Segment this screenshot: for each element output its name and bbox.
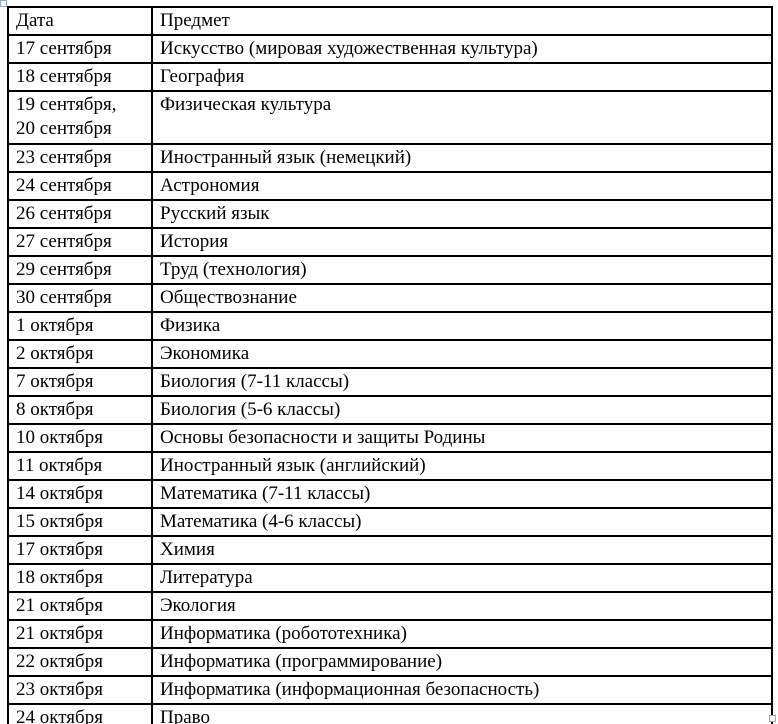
date-cell: 17 сентября bbox=[7, 34, 153, 64]
table-row: 2 октября Экономика bbox=[7, 339, 773, 369]
table-row: 23 сентября Иностранный язык (немецкий) bbox=[7, 143, 773, 173]
subject-cell: Биология (5-6 классы) bbox=[151, 395, 773, 425]
table-row: 23 октября Информатика (информационная бе… bbox=[7, 675, 773, 705]
date-cell: 29 сентября bbox=[7, 255, 153, 285]
date-cell: 18 сентября bbox=[7, 62, 153, 92]
subject-cell: Экономика bbox=[151, 339, 773, 369]
subject-cell: Искусство (мировая художественная культу… bbox=[151, 34, 773, 64]
table-row: 1 октября Физика bbox=[7, 311, 773, 341]
table-row: 10 октября Основы безопасности и защиты Р… bbox=[7, 423, 773, 453]
subject-cell: География bbox=[151, 62, 773, 92]
subject-cell: Труд (технология) bbox=[151, 255, 773, 285]
subject-cell: Биология (7-11 классы) bbox=[151, 367, 773, 397]
table-row: 8 октября Биология (5-6 классы) bbox=[7, 395, 773, 425]
subject-cell: Иностранный язык (английский) bbox=[151, 451, 773, 481]
subject-cell: Информатика (информационная безопасность… bbox=[151, 675, 773, 705]
table-body: 17 сентября Искусство (мировая художестве… bbox=[7, 34, 773, 724]
date-cell: 26 сентября bbox=[7, 199, 153, 229]
subject-cell: Основы безопасности и защиты Родины bbox=[151, 423, 773, 453]
exam-schedule-table: Дата Предмет 17 сентября Искусство (миров… bbox=[7, 6, 773, 724]
column-header-subject: Предмет bbox=[151, 6, 773, 36]
date-cell: 8 октября bbox=[7, 395, 153, 425]
table-row: 18 сентября География bbox=[7, 62, 773, 92]
date-cell: 18 октября bbox=[7, 563, 153, 593]
date-cell: 22 октября bbox=[7, 647, 153, 677]
date-cell: 23 сентября bbox=[7, 143, 153, 173]
date-cell: 2 октября bbox=[7, 339, 153, 369]
date-cell: 14 октября bbox=[7, 479, 153, 509]
date-cell: 30 сентября bbox=[7, 283, 153, 313]
subject-cell: Иностранный язык (немецкий) bbox=[151, 143, 773, 173]
date-cell: 24 сентября bbox=[7, 171, 153, 201]
table-row: 26 сентября Русский язык bbox=[7, 199, 773, 229]
table-row: 27 сентября История bbox=[7, 227, 773, 257]
date-cell: 27 сентября bbox=[7, 227, 153, 257]
table-row: 21 октября Экология bbox=[7, 591, 773, 621]
table-row: 18 октября Литература bbox=[7, 563, 773, 593]
table-row: 24 октября Право bbox=[7, 703, 773, 724]
column-header-date: Дата bbox=[7, 6, 153, 36]
table-row: 30 сентября Обществознание bbox=[7, 283, 773, 313]
subject-cell: Экология bbox=[151, 591, 773, 621]
subject-cell: Право bbox=[151, 703, 773, 724]
subject-cell: Астрономия bbox=[151, 171, 773, 201]
table-row: 7 октября Биология (7-11 классы) bbox=[7, 367, 773, 397]
subject-cell: Русский язык bbox=[151, 199, 773, 229]
table-row: 17 сентября Искусство (мировая художестве… bbox=[7, 34, 773, 64]
subject-cell: Информатика (программирование) bbox=[151, 647, 773, 677]
subject-cell: Обществознание bbox=[151, 283, 773, 313]
table-row: 11 октября Иностранный язык (английский) bbox=[7, 451, 773, 481]
subject-cell: Физика bbox=[151, 311, 773, 341]
subject-cell: Химия bbox=[151, 535, 773, 565]
date-cell: 1 октября bbox=[7, 311, 153, 341]
date-cell: 23 октября bbox=[7, 675, 153, 705]
table-row: 21 октября Информатика (робототехника) bbox=[7, 619, 773, 649]
table-move-handle-icon[interactable] bbox=[0, 0, 7, 7]
date-cell: 19 сентября, 20 сентября bbox=[7, 90, 153, 145]
table-row: 29 сентября Труд (технология) bbox=[7, 255, 773, 285]
date-cell: 11 октября bbox=[7, 451, 153, 481]
date-cell: 10 октября bbox=[7, 423, 153, 453]
table-row: 22 октября Информатика (программирование) bbox=[7, 647, 773, 677]
date-cell: 21 октября bbox=[7, 591, 153, 621]
date-cell: 7 октября bbox=[7, 367, 153, 397]
table-row: 15 октября Математика (4-6 классы) bbox=[7, 507, 773, 537]
table-resize-handle-icon[interactable] bbox=[769, 715, 776, 722]
table-row: 24 сентября Астрономия bbox=[7, 171, 773, 201]
subject-cell: Физическая культура bbox=[151, 90, 773, 145]
subject-cell: Математика (4-6 классы) bbox=[151, 507, 773, 537]
subject-cell: История bbox=[151, 227, 773, 257]
date-cell: 24 октября bbox=[7, 703, 153, 724]
date-cell: 17 октября bbox=[7, 535, 153, 565]
date-cell: 15 октября bbox=[7, 507, 153, 537]
table-row: 19 сентября, 20 сентября Физическая культ… bbox=[7, 90, 773, 145]
subject-cell: Информатика (робототехника) bbox=[151, 619, 773, 649]
date-cell: 21 октября bbox=[7, 619, 153, 649]
table-row: 14 октября Математика (7-11 классы) bbox=[7, 479, 773, 509]
subject-cell: Литература bbox=[151, 563, 773, 593]
subject-cell: Математика (7-11 классы) bbox=[151, 479, 773, 509]
table-row: 17 октября Химия bbox=[7, 535, 773, 565]
table-header-row: Дата Предмет bbox=[7, 6, 773, 36]
